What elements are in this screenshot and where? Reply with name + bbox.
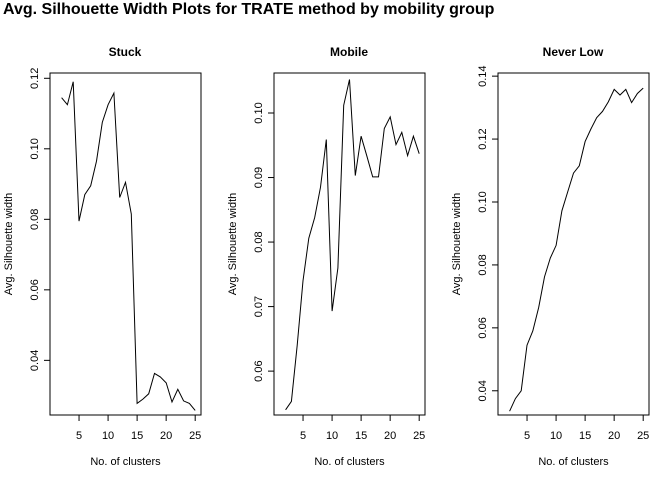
stuck-series-line (61, 81, 196, 411)
mobile-y-tick-label: 0.07 (253, 296, 265, 317)
stuck-y-tick-label: 0.12 (29, 68, 41, 89)
figure-title: Avg. Silhouette Width Plots for TRATE me… (3, 1, 495, 18)
mobile-x-axis-label: No. of clusters (314, 456, 385, 468)
never-low-x-tick-label: 10 (550, 430, 562, 442)
mobile-plot-frame (273, 72, 426, 416)
mobile-panel-title: Mobile (330, 45, 368, 59)
mobile-x-tick-label: 20 (384, 430, 396, 442)
mobile-y-tick-label: 0.06 (253, 360, 265, 381)
stuck-x-tick-label: 10 (102, 430, 114, 442)
stuck-x-tick-label: 20 (160, 430, 172, 442)
stuck-y-tick-label: 0.06 (29, 279, 41, 300)
mobile-x-tick-label: 25 (413, 430, 425, 442)
stuck-y-tick-label: 0.08 (29, 209, 41, 230)
stuck-x-tick-label: 15 (131, 430, 143, 442)
never-low-y-tick-label: 0.06 (477, 317, 489, 338)
never-low-x-axis-label: No. of clusters (538, 456, 609, 468)
never-low-y-tick-label: 0.14 (477, 65, 489, 86)
never-low-panel-title: Never Low (543, 45, 604, 59)
never-low-y-tick-label: 0.04 (477, 380, 489, 401)
never-low-x-tick-label: 25 (637, 430, 649, 442)
never-low-x-tick-label: 20 (608, 430, 620, 442)
mobile-y-tick-label: 0.09 (253, 167, 265, 188)
never-low-y-tick-label: 0.10 (477, 191, 489, 212)
never-low-x-tick-label: 15 (579, 430, 591, 442)
mobile-y-axis-label: Avg. Silhouette width (227, 193, 239, 296)
mobile-y-tick-label: 0.08 (253, 231, 265, 252)
never-low-y-axis-label: Avg. Silhouette width (451, 193, 463, 296)
stuck-y-tick-label: 0.04 (29, 350, 41, 371)
mobile-x-tick-label: 10 (326, 430, 338, 442)
never-low-x-tick-label: 5 (524, 430, 530, 442)
stuck-x-tick-label: 5 (76, 430, 82, 442)
never-low-series-line (509, 87, 644, 412)
stuck-y-tick-label: 0.10 (29, 138, 41, 159)
never-low-plot-frame (497, 72, 650, 416)
never-low-y-tick-label: 0.08 (477, 254, 489, 275)
stuck-plot-frame (49, 72, 202, 416)
stuck-panel-title: Stuck (109, 45, 142, 59)
stuck-x-axis-label: No. of clusters (90, 456, 161, 468)
mobile-x-tick-label: 15 (355, 430, 367, 442)
mobile-x-tick-label: 5 (300, 430, 306, 442)
stuck-x-tick-label: 25 (189, 430, 201, 442)
mobile-y-tick-label: 0.10 (253, 102, 265, 123)
stuck-y-axis-label: Avg. Silhouette width (3, 193, 15, 296)
never-low-y-tick-label: 0.12 (477, 128, 489, 149)
mobile-series-line (285, 79, 420, 411)
